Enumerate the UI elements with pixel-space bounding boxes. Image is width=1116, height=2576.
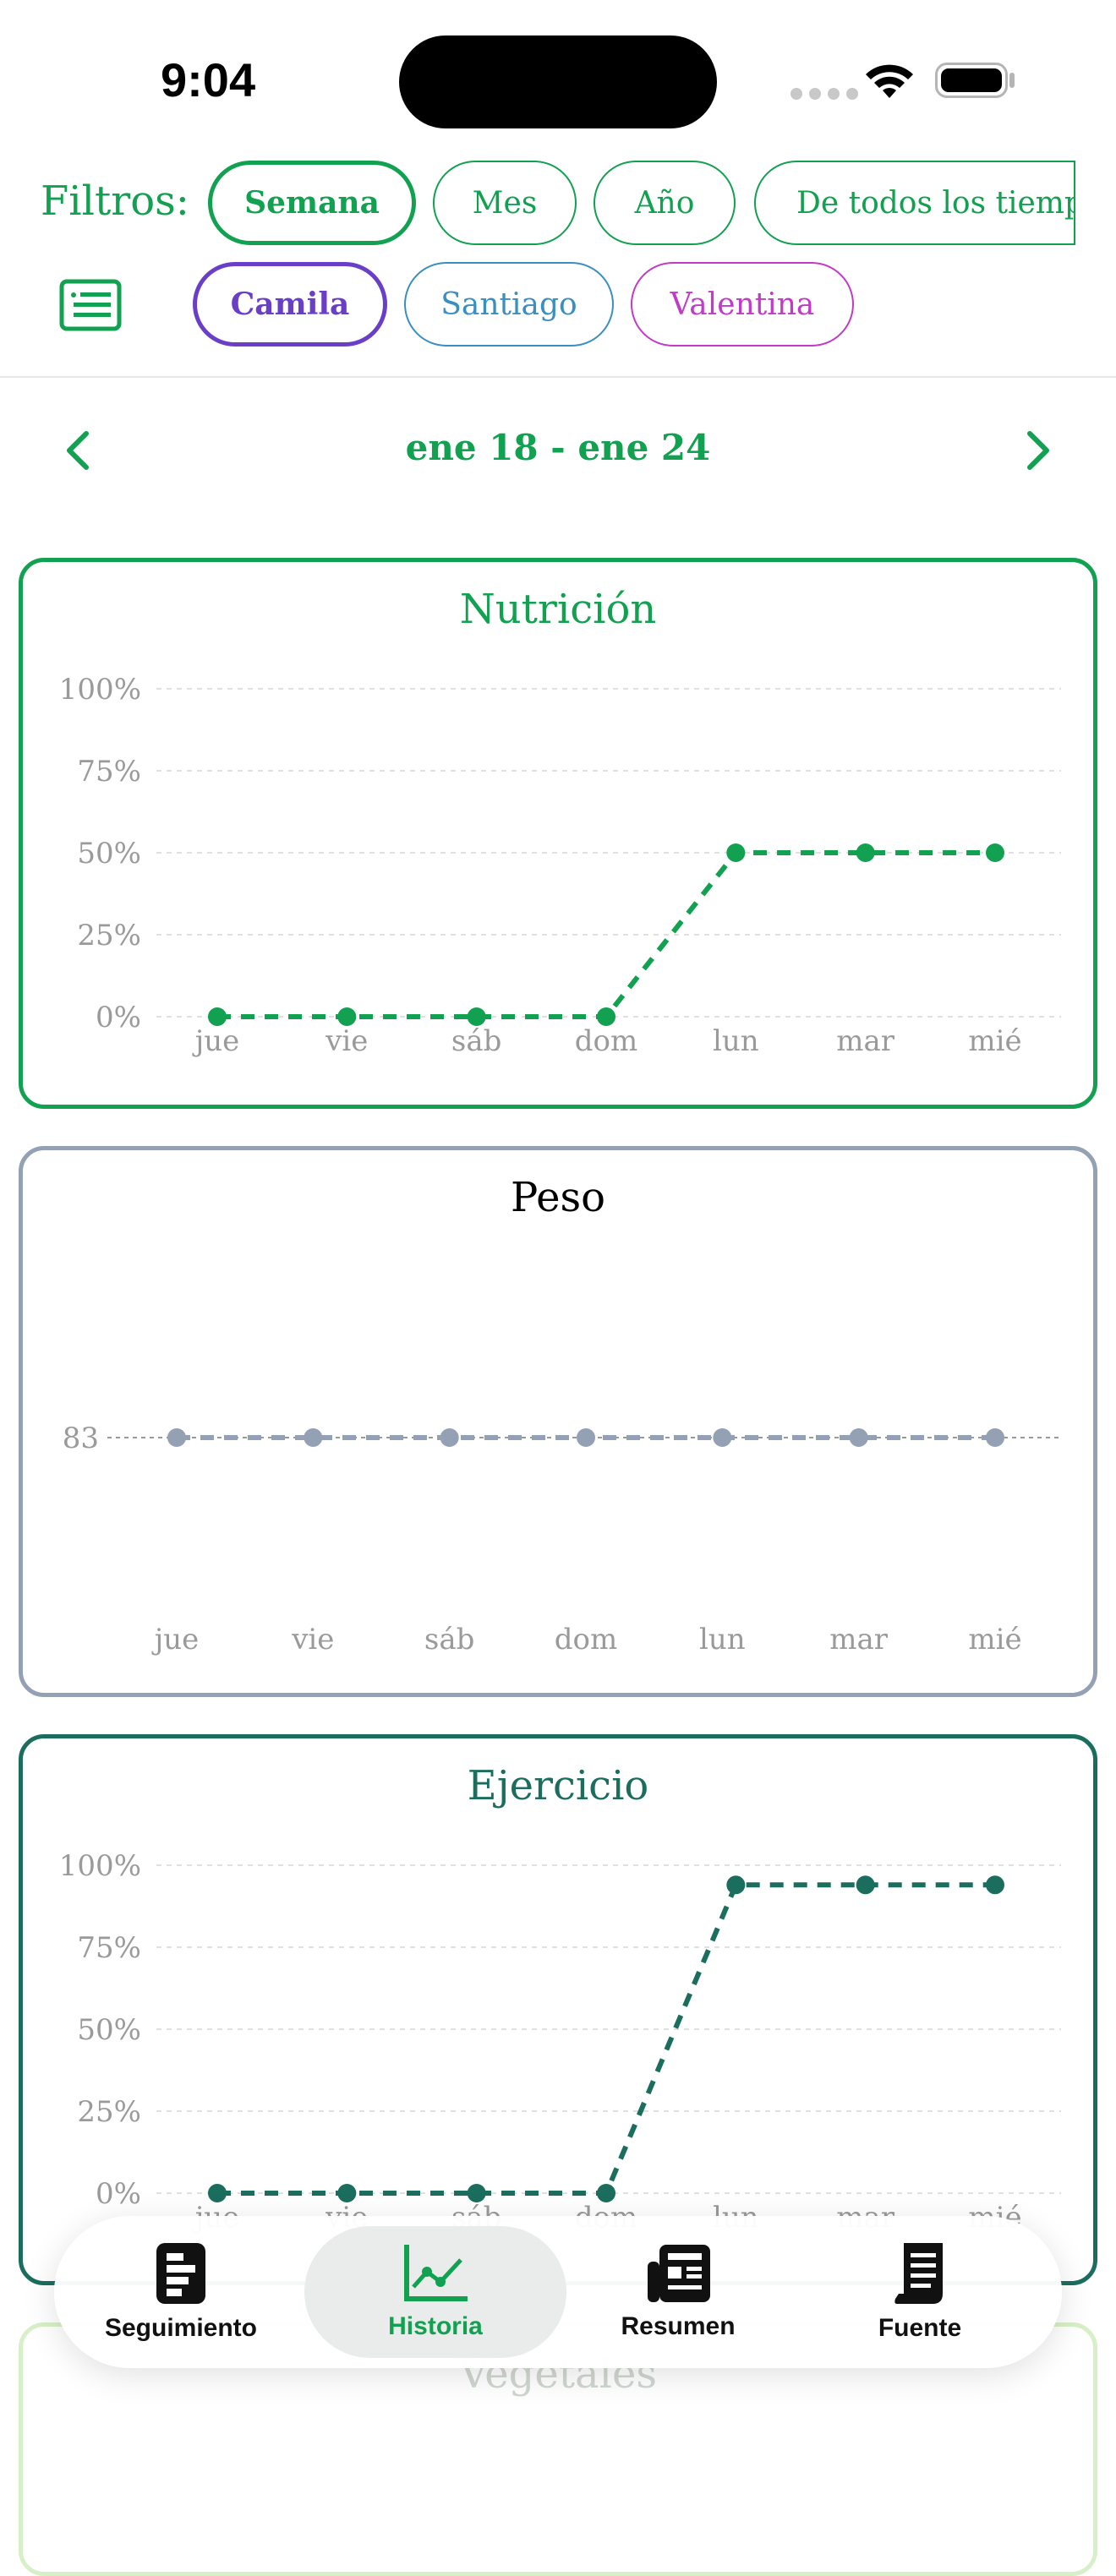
x-tick-label: lun — [699, 1623, 746, 1656]
data-point[interactable] — [337, 1007, 357, 1026]
x-tick-label: jue — [151, 1623, 200, 1656]
tracking-icon — [156, 2243, 205, 2304]
newspaper-icon — [648, 2245, 710, 2302]
data-point[interactable] — [726, 843, 746, 862]
data-point[interactable] — [986, 843, 1004, 862]
list-icon[interactable] — [59, 279, 122, 331]
data-point[interactable] — [856, 843, 875, 862]
nutrition-chart-card[interactable]: Nutrición 100% 75% 50% 25% 0% jue vie sáb dom lun… — [19, 558, 1097, 1109]
x-tick-label: vie — [291, 1623, 334, 1656]
battery-cap — [1009, 73, 1015, 88]
cellular-signal-icon — [790, 88, 858, 100]
data-point[interactable] — [208, 1007, 227, 1026]
data-point[interactable] — [167, 1428, 186, 1447]
chip-label: Valentina — [670, 287, 815, 322]
tab-label: Seguimiento — [104, 2314, 257, 2342]
tab-label: Resumen — [621, 2312, 736, 2340]
tab-resumen[interactable]: Resumen — [585, 2216, 771, 2368]
y-tick-label: 25% — [77, 2095, 141, 2129]
weight-chart: 83 jue vie sáb dom lun mar mié — [63, 1422, 1061, 1656]
y-tick-label: 0% — [96, 2177, 141, 2211]
y-tick-label: 100% — [59, 1849, 141, 1883]
tab-label: Fuente — [878, 2314, 962, 2342]
x-tick-label: mar — [836, 1024, 895, 1058]
filter-alltime-chip[interactable]: De todos los tiempo — [754, 161, 1075, 245]
tab-bar: Seguimiento Historia Resumen — [54, 2216, 1062, 2368]
data-point[interactable] — [856, 1875, 875, 1895]
chart-title: Ejercicio — [467, 1762, 649, 1809]
y-tick-label: 75% — [77, 755, 141, 789]
x-tick-label: mié — [968, 1623, 1021, 1656]
chip-label: Semana — [244, 185, 380, 221]
filter-semana-chip[interactable]: Semana — [208, 161, 416, 245]
x-tick-label: sáb — [451, 1024, 501, 1058]
x-tick-label: mar — [829, 1623, 889, 1656]
chip-label: Camila — [230, 287, 350, 322]
y-tick-label: 100% — [59, 673, 141, 707]
y-tick-label: 75% — [77, 1931, 141, 1965]
nutrition-chart: 100% 75% 50% 25% 0% jue vie sáb dom lun mar mié — [59, 673, 1061, 1058]
chevron-left-icon[interactable] — [61, 429, 95, 472]
data-point[interactable] — [208, 2184, 227, 2202]
header-divider — [0, 376, 1116, 378]
x-tick-label: dom — [575, 1024, 637, 1058]
data-point[interactable] — [986, 1428, 1004, 1447]
dynamic-island — [399, 35, 717, 128]
x-tick-label: sáb — [424, 1623, 474, 1656]
chip-label: Santiago — [440, 287, 577, 322]
data-point[interactable] — [467, 2184, 486, 2202]
x-tick-label: dom — [555, 1623, 617, 1656]
data-point[interactable] — [597, 2184, 615, 2202]
exercise-chart-card[interactable]: Ejercicio 100%75%50%25%0%jueviesábdomlun… — [19, 1734, 1097, 2285]
y-tick-label: 25% — [77, 919, 141, 952]
y-tick-label: 50% — [77, 2013, 141, 2047]
chip-label: Año — [634, 185, 695, 221]
battery-icon — [935, 63, 1008, 98]
data-point[interactable] — [713, 1428, 732, 1447]
tab-fuente[interactable]: Fuente — [827, 2216, 1013, 2368]
tab-historia[interactable]: Historia — [342, 2216, 528, 2368]
x-tick-label: mié — [968, 1024, 1021, 1058]
person-valentina-chip[interactable]: Valentina — [631, 262, 854, 347]
filter-ano-chip[interactable]: Año — [594, 161, 736, 245]
tab-label: Historia — [388, 2312, 483, 2340]
chart-icon — [404, 2245, 468, 2301]
person-camila-chip[interactable]: Camila — [193, 262, 387, 347]
tab-seguimiento[interactable]: Seguimiento — [88, 2216, 274, 2368]
document-icon — [894, 2243, 943, 2304]
series-line — [217, 1882, 995, 2196]
data-point[interactable] — [337, 2184, 357, 2202]
x-tick-label: lun — [713, 1024, 759, 1058]
chevron-right-icon[interactable] — [1021, 429, 1055, 472]
wifi-icon — [866, 64, 913, 98]
chip-label: Mes — [472, 185, 538, 221]
x-tick-label: jue — [192, 1024, 240, 1058]
chip-label: De todos los tiempo — [796, 185, 1075, 221]
data-point[interactable] — [440, 1428, 459, 1447]
y-tick-label: 50% — [77, 837, 141, 870]
status-time: 9:04 — [161, 53, 256, 106]
data-point[interactable] — [304, 1428, 323, 1447]
y-tick-label: 0% — [96, 1001, 141, 1034]
weight-chart-card[interactable]: Peso 83 jue vie sáb dom lun mar mié — [19, 1146, 1097, 1697]
data-point[interactable] — [577, 1428, 595, 1447]
filter-mes-chip[interactable]: Mes — [433, 161, 577, 245]
x-tick-label: vie — [325, 1024, 368, 1058]
data-point[interactable] — [849, 1428, 868, 1447]
filters-label: Filtros: — [41, 177, 189, 225]
person-santiago-chip[interactable]: Santiago — [404, 262, 614, 347]
chart-title: Nutrición — [459, 586, 657, 633]
data-point[interactable] — [467, 1007, 486, 1026]
data-point[interactable] — [986, 1875, 1004, 1895]
data-point[interactable] — [597, 1007, 615, 1026]
y-tick-label: 83 — [63, 1422, 99, 1455]
date-range-label: ene 18 - ene 24 — [405, 427, 711, 468]
active-tab-highlight — [304, 2226, 566, 2358]
chart-title: Peso — [510, 1174, 606, 1221]
data-point[interactable] — [726, 1875, 746, 1895]
